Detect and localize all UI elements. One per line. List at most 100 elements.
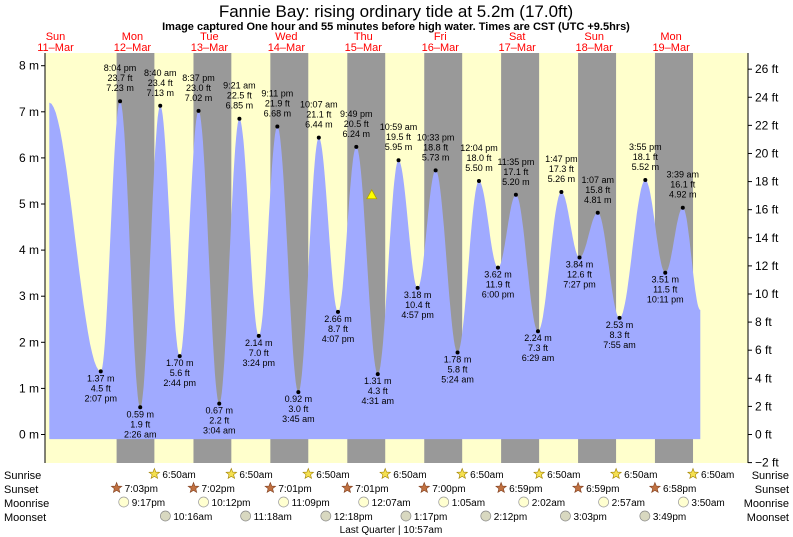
tide-high-label: 6.24 m	[343, 129, 371, 139]
row-label-moonset-left: Moonset	[4, 512, 46, 524]
moonset-time: 1:17pm	[414, 512, 447, 523]
tide-high-label: 11:35 pm	[497, 157, 534, 167]
day-label-date: 17–Mar	[499, 42, 537, 54]
y-tick-label-right: 6 ft	[755, 343, 772, 357]
tide-low-label: 1.9 ft	[130, 419, 151, 429]
y-tick-label-left: 7 m	[19, 105, 39, 119]
y-tick-label-right: 12 ft	[755, 259, 779, 273]
tide-high-label: 9:21 am	[223, 81, 256, 91]
tide-high-point	[559, 190, 564, 195]
moonset-icon	[480, 510, 492, 522]
sunrise-icon	[302, 467, 315, 480]
tide-low-label: 4.3 ft	[368, 386, 389, 396]
tide-high-label: 19.5 ft	[386, 132, 412, 142]
tide-high-label: 7.23 m	[106, 83, 134, 93]
sunset-time: 7:00pm	[432, 484, 465, 495]
tide-low-label: 3:04 am	[203, 426, 236, 436]
tide-low-label: 2:26 am	[124, 429, 157, 439]
moonrise-time: 2:57am	[612, 498, 645, 509]
moonrise-icon	[438, 496, 450, 508]
tide-low-label: 2.14 m	[245, 338, 273, 348]
tide-high-point	[275, 124, 280, 129]
tide-low-label: 2.53 m	[606, 320, 634, 330]
sunrise-time: 6:50am	[393, 470, 426, 481]
sunrise-icon	[148, 467, 161, 480]
tide-high-label: 12:04 pm	[460, 143, 498, 153]
day-label-date: 11–Mar	[37, 42, 74, 54]
sunset-time: 6:58pm	[663, 484, 696, 495]
tide-low-label: 3.84 m	[566, 259, 594, 269]
sunrise-icon	[609, 467, 623, 480]
day-labels: Sun11–MarMon12–MarTue13–MarWed14–MarThu1…	[37, 31, 690, 54]
y-tick-label-left: 4 m	[19, 243, 39, 257]
day-label-date: 16–Mar	[422, 42, 460, 54]
tide-high-label: 7.13 m	[146, 88, 174, 98]
sunset-icon	[341, 481, 354, 494]
sunrise-time: 6:50am	[162, 470, 195, 481]
tide-low-label: 3.51 m	[651, 275, 679, 285]
tide-high-point	[158, 103, 163, 108]
sunset-time: 7:02pm	[201, 484, 234, 495]
sunset-icon	[187, 481, 200, 494]
tide-low-label: 4:57 pm	[401, 310, 434, 320]
sunset-time: 7:01pm	[355, 484, 388, 495]
tide-high-label: 6.68 m	[264, 109, 292, 119]
y-tick-label-left: 0 m	[19, 428, 39, 442]
tide-high-label: 1:47 pm	[545, 154, 578, 164]
tide-high-label: 8:40 am	[144, 68, 177, 78]
sunrise-icon	[687, 467, 700, 480]
tide-low-label: 6:00 pm	[482, 290, 515, 300]
sunrise-time: 6:50am	[470, 470, 503, 481]
sunrise-icon	[379, 467, 392, 480]
day-label-date: 18–Mar	[576, 42, 614, 54]
tide-low-label: 2.2 ft	[209, 416, 230, 426]
tide-low-label: 2:07 pm	[84, 393, 117, 403]
day-label-date: 19–Mar	[652, 42, 690, 54]
moonset-time: 12:18pm	[334, 512, 373, 523]
tide-high-point	[433, 168, 438, 173]
tide-high-label: 10:33 pm	[417, 132, 455, 142]
moonset-icon	[240, 510, 251, 522]
tide-area-path	[49, 101, 701, 440]
tide-high-label: 3:55 pm	[629, 142, 662, 152]
sunset-icon	[264, 481, 277, 494]
sunset-icon	[571, 481, 585, 494]
day-label-dow: Mon	[122, 31, 143, 43]
tide-low-label: 4:31 am	[362, 396, 395, 406]
sunset-icon	[495, 481, 508, 494]
tide-low-label: 0.67 m	[205, 406, 233, 416]
tide-high-label: 7.02 m	[185, 93, 213, 103]
sunset-time: 7:03pm	[125, 484, 158, 495]
tide-low-label: 0.59 m	[126, 409, 154, 419]
moonset-icon	[400, 510, 412, 522]
y-tick-label-right: 22 ft	[755, 118, 779, 132]
tide-high-label: 17.3 ft	[549, 164, 575, 174]
sunrise-time: 6:50am	[701, 470, 734, 481]
tide-high-label: 9:11 pm	[261, 89, 293, 99]
tide-high-label: 23.7 ft	[108, 73, 134, 83]
tide-low-label: 10.4 ft	[405, 300, 431, 310]
tide-low-point	[98, 369, 103, 374]
tide-low-label: 6:29 am	[522, 353, 555, 363]
tide-low-point	[577, 255, 582, 260]
tide-high-label: 8:04 pm	[104, 63, 137, 73]
day-label-dow: Fri	[434, 31, 447, 43]
sunrise-time: 6:50am	[547, 470, 580, 481]
tide-low-label: 4:07 pm	[322, 334, 355, 344]
tide-high-point	[595, 210, 600, 215]
astronomy-rows: 6:50am 6:50am 6:50am 6:50am 6:50am 6:50am 6:50…	[110, 467, 734, 523]
tide-high-label: 9:49 pm	[340, 109, 373, 119]
moonrise-time: 11:09pm	[292, 498, 330, 509]
tide-high-label: 17.1 ft	[503, 167, 529, 177]
tide-low-label: 7:27 pm	[563, 279, 596, 289]
y-tick-label-right: −2 ft	[755, 456, 779, 470]
tide-high-label: 6.44 m	[305, 120, 333, 130]
moonrise-time: 3:50am	[691, 498, 724, 509]
tide-low-point	[217, 401, 222, 406]
y-tick-label-right: 18 ft	[755, 175, 779, 189]
tide-low-point	[335, 309, 340, 314]
moonrise-icon	[278, 496, 289, 508]
sunset-time: 6:59pm	[509, 484, 542, 495]
tide-low-label: 11.5 ft	[653, 285, 678, 295]
sunrise-time: 6:50am	[239, 470, 272, 481]
